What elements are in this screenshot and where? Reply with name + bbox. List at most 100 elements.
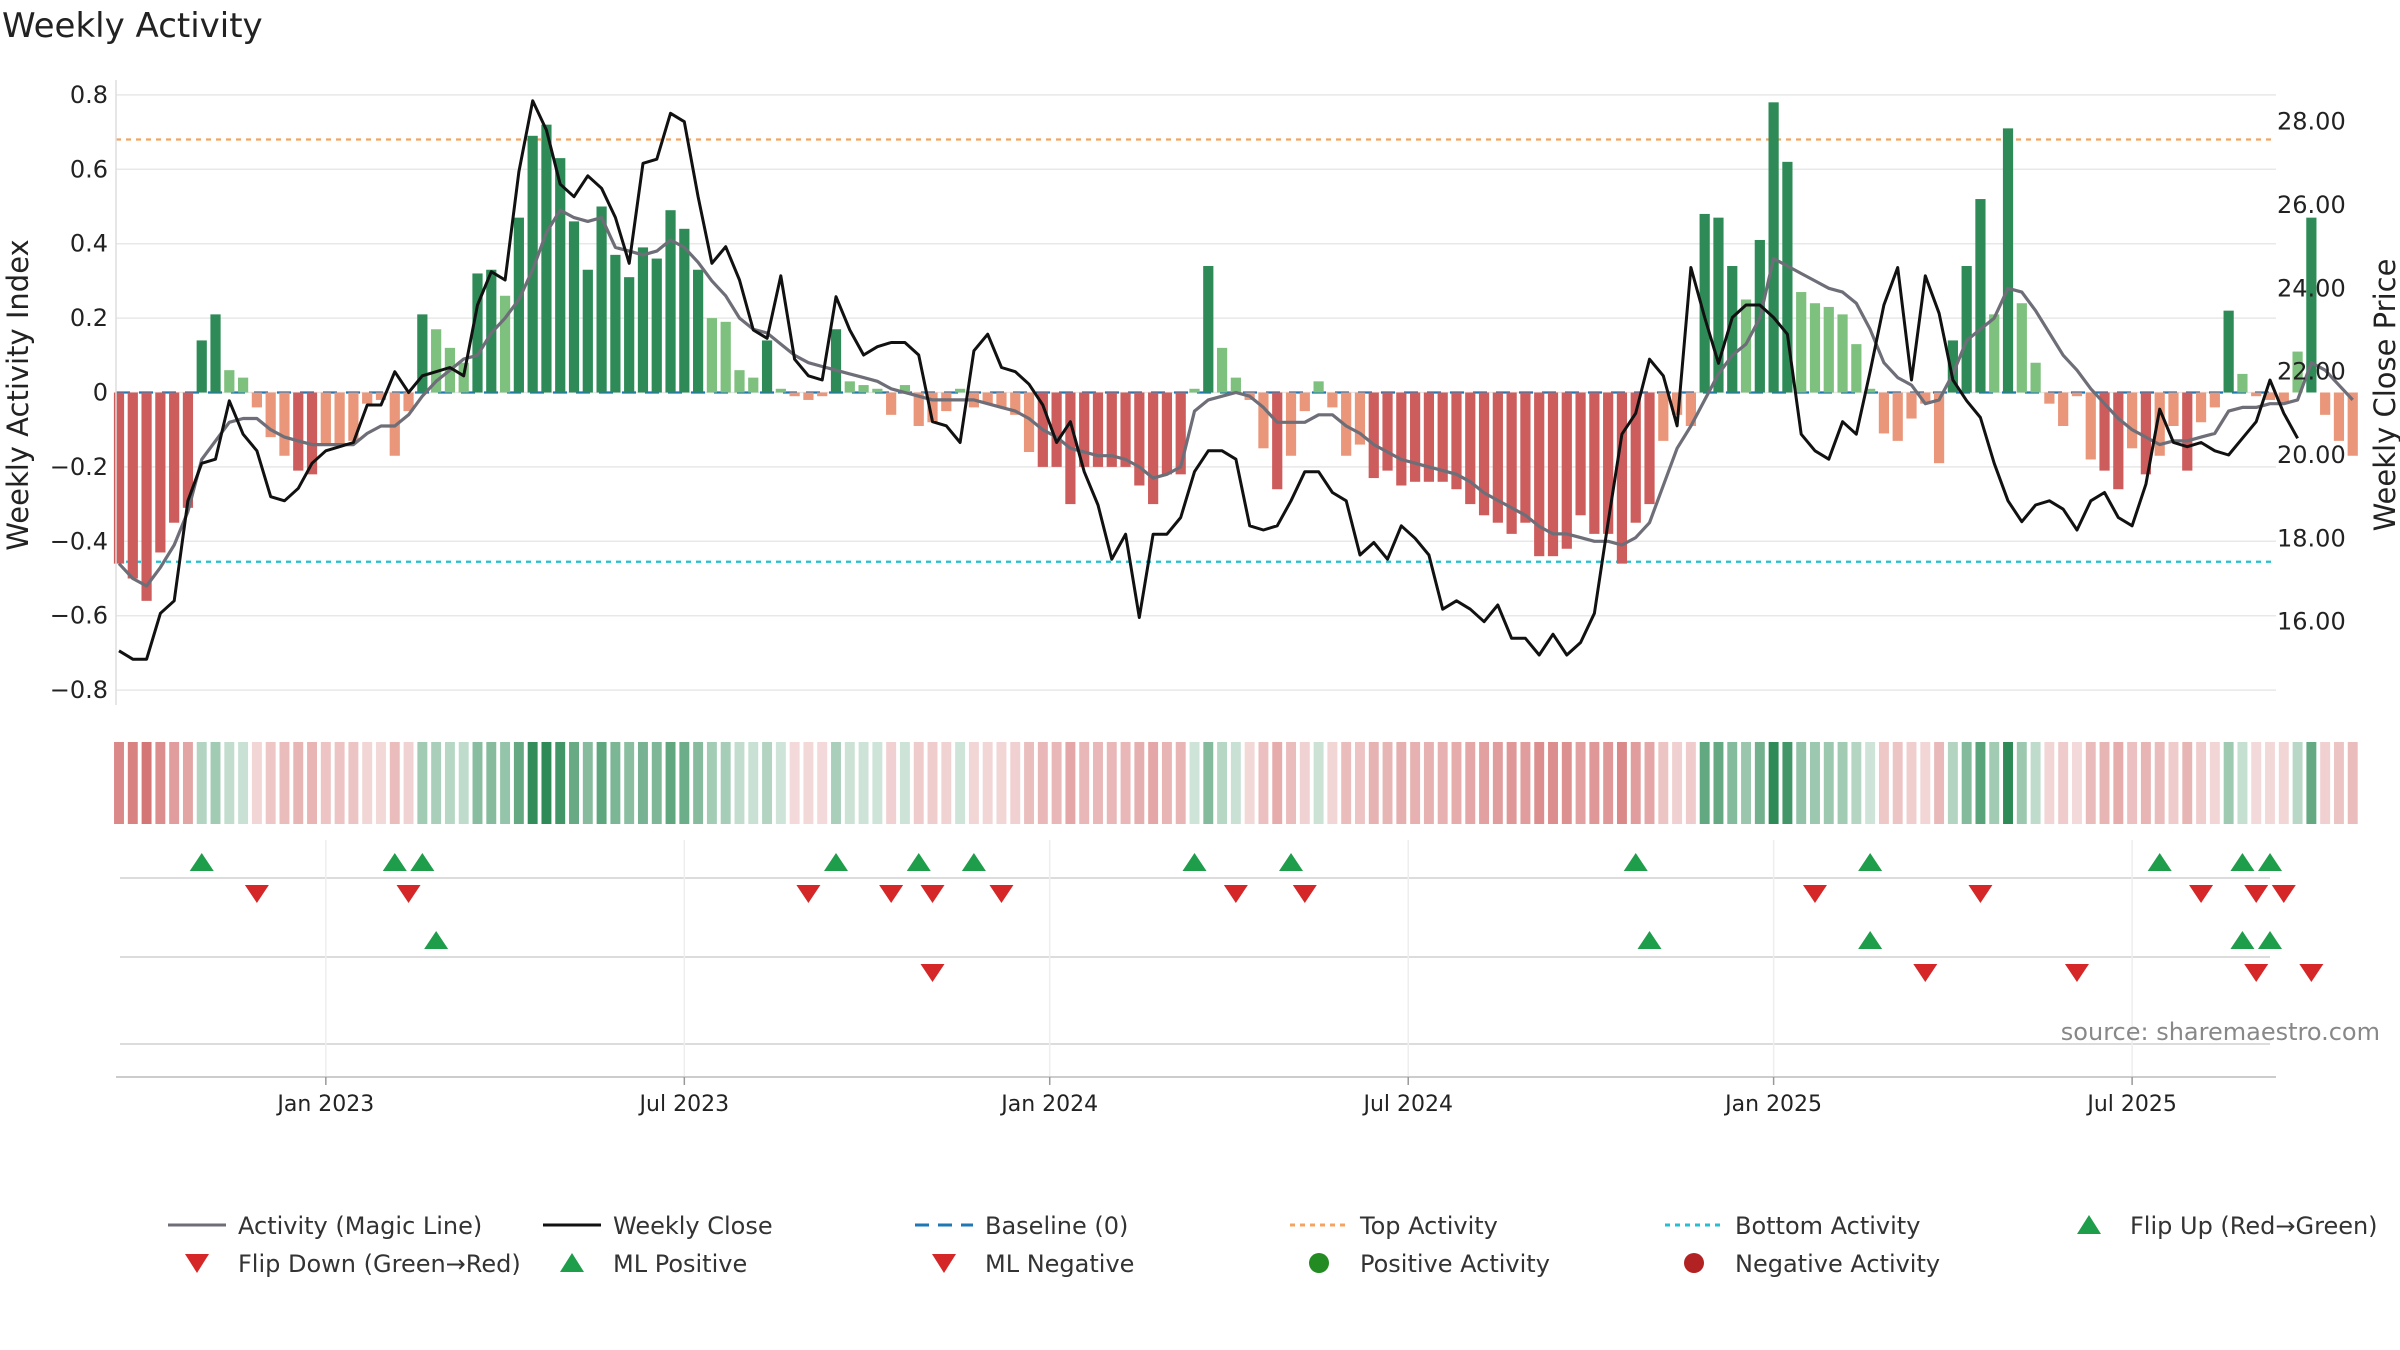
activity-bar (1478, 392, 1490, 516)
ml-positive-marker (2230, 931, 2255, 949)
y-tick-label-right: 28.00 (2277, 108, 2346, 136)
activity-bar (693, 269, 704, 393)
activity-strip-cell (1313, 742, 1324, 824)
activity-strip-cell (2306, 742, 2317, 824)
activity-bar (237, 377, 249, 393)
activity-strip-cell (1189, 742, 1200, 824)
legend-label: Bottom Activity (1735, 1212, 1920, 1240)
activity-strip-cell (1217, 742, 1228, 824)
activity-strip-cell (1823, 742, 1834, 824)
activity-bar (127, 392, 138, 579)
activity-strip-cell (1878, 742, 1889, 824)
activity-strip-cell (1161, 742, 1172, 824)
activity-bar (1975, 199, 1986, 393)
y-tick-label-left: −0.2 (50, 453, 108, 481)
activity-strip-cell (1175, 742, 1186, 824)
activity-bar (720, 321, 731, 393)
activity-bar (2264, 392, 2276, 400)
activity-bar (734, 370, 745, 393)
activity-bar (2140, 392, 2152, 475)
activity-strip-cell (1906, 742, 1917, 824)
legend-swatch-down-icon (932, 1254, 956, 1273)
activity-strip-cell (1782, 742, 1793, 824)
activity-strip-cell (637, 742, 648, 824)
activity-strip-cell (1851, 742, 1862, 824)
flip-down-marker (1802, 885, 1827, 903)
activity-strip-cell (1699, 742, 1710, 824)
legend-label: ML Negative (985, 1250, 1134, 1278)
activity-bar (596, 206, 607, 393)
activity-strip-cell (844, 742, 855, 824)
activity-bar (2071, 392, 2083, 397)
activity-bar (210, 314, 221, 393)
activity-strip-cell (2251, 742, 2262, 824)
activity-bar (775, 388, 786, 393)
activity-bar (1520, 392, 1531, 523)
activity-strip-cell (872, 742, 883, 824)
flip-up-marker (2230, 853, 2255, 871)
activity-strip-cell (1561, 742, 1572, 824)
activity-strip-cell (1589, 742, 1600, 824)
activity-bar (2154, 392, 2165, 456)
activity-bar (2237, 373, 2248, 393)
activity-strip-cell (1079, 742, 1090, 824)
activity-strip-cell (2085, 742, 2096, 824)
activity-strip-cell (2265, 742, 2275, 824)
activity-bar (527, 135, 538, 393)
legend-top-activity: Top Activity (1290, 1212, 1498, 1240)
legend-swatch-dot (1309, 1253, 1329, 1273)
activity-bar (982, 392, 993, 404)
activity-strip-cell (1203, 742, 1214, 824)
y-tick-label-left: 0.8 (70, 81, 108, 109)
activity-bar (1727, 266, 1738, 393)
x-tick-label: Jul 2024 (1361, 1092, 1453, 1117)
activity-strip-cell (858, 742, 869, 824)
activity-strip-cell (775, 742, 786, 824)
activity-strip-cell (1810, 742, 1820, 824)
activity-strip-cell (817, 742, 828, 824)
activity-strip-cell (444, 742, 455, 824)
activity-strip-cell (665, 742, 676, 824)
activity-bar (251, 392, 262, 408)
y-tick-label-left: 0.4 (70, 230, 108, 258)
activity-strip-cell (2182, 742, 2193, 824)
activity-strip-cell (679, 742, 690, 824)
activity-strip-cell (831, 742, 841, 824)
activity-bar (1685, 392, 1696, 426)
ml-positive-marker (424, 931, 449, 949)
activity-bar (2278, 392, 2289, 404)
activity-strip-cell (127, 742, 138, 824)
flip-up-marker (2258, 853, 2282, 871)
activity-bar (1120, 392, 1131, 467)
activity-bar (1644, 392, 1655, 505)
activity-bar (293, 392, 304, 471)
activity-strip-cell (513, 742, 524, 824)
activity-bar (1547, 392, 1559, 557)
activity-strip-cell (1341, 742, 1352, 824)
flip-down-marker (2271, 885, 2296, 903)
activity-strip-cell (1975, 742, 1986, 824)
activity-strip-cell (2292, 742, 2303, 824)
activity-bar (1051, 392, 1062, 467)
activity-bar (610, 254, 621, 393)
activity-bar (1148, 392, 1159, 505)
legend-swatch-up-icon (560, 1253, 584, 1272)
activity-bar (748, 377, 759, 393)
legend: Activity (Magic Line) Weekly Close Baselin… (168, 1212, 2378, 1278)
activity-strip-cell (1892, 742, 1903, 824)
ml-negative-marker (2064, 964, 2089, 982)
activity-strip-cell (1065, 742, 1076, 824)
activity-strip-cell (1093, 742, 1103, 824)
activity-bar (582, 269, 593, 393)
flip-down-marker (989, 885, 1014, 903)
activity-strip-cell (2113, 742, 2124, 824)
activity-strip-cell (2209, 742, 2220, 824)
activity-strip-cell (582, 742, 593, 824)
legend-label: Top Activity (1359, 1212, 1498, 1240)
activity-strip-cell (1616, 742, 1627, 824)
y-tick-label-right: 26.00 (2277, 191, 2346, 219)
activity-bar (513, 217, 524, 393)
activity-bar (306, 392, 318, 475)
legend-flip-up: Flip Up (Red→Green) (2077, 1212, 2378, 1240)
activity-strip-cell (155, 742, 166, 824)
